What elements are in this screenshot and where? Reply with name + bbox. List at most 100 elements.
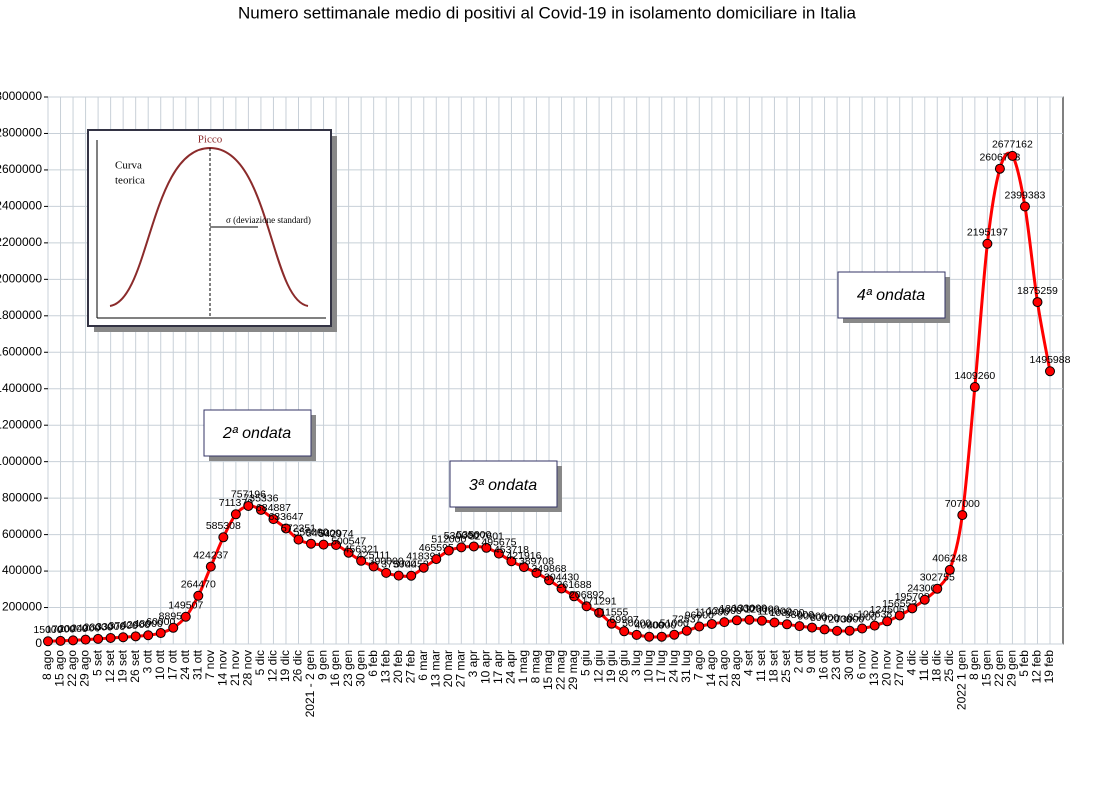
x-tick-label: 12 feb [1030,650,1044,684]
data-label: 90000 [797,610,826,622]
inset-curve-label: Curva [115,160,142,172]
x-tick-label: 30 ott [842,649,856,680]
x-tick-label: 23 ott [829,649,843,680]
point [1032,297,1043,308]
point [80,634,91,645]
x-tick-label: 13 feb [378,650,392,684]
point [518,562,529,573]
x-tick-label: 28 ago [729,650,743,687]
point [882,616,893,627]
x-tick-label: 20 nov [879,650,893,686]
data-label: 111555 [595,606,629,618]
x-tick-label: 6 mar [416,650,430,681]
data-label: 572351 [281,522,316,534]
point [832,625,843,636]
point [819,624,830,635]
point [168,622,179,633]
x-tick-label: 3 apr [466,650,480,677]
point [406,570,417,581]
data-label: 550000 [294,526,329,538]
point [280,523,291,534]
point [656,631,667,642]
point [481,542,492,553]
point [205,561,216,572]
data-label: 453718 [494,544,529,556]
data-label: 100638 [857,608,892,620]
x-tick-label: 21 nov [228,650,242,686]
x-tick-label: 24 ott [178,649,192,680]
data-label: 424237 [193,549,228,561]
data-label: 69907 [610,614,639,626]
point [794,621,805,632]
point [255,504,266,515]
data-label: 15000 [33,624,62,636]
x-tick-label: 27 nov [892,650,906,686]
data-label: 40000 [647,619,676,631]
y-tick-label: 2400000 [0,199,42,213]
data-label: 20000 [58,623,87,635]
y-tick-label: 2800000 [0,126,42,140]
point [93,633,104,644]
data-label: 585308 [206,520,241,532]
data-label: 171291 [582,596,617,608]
point [556,583,567,594]
data-label: 406248 [932,553,967,565]
data-label: 495675 [481,536,516,548]
data-label: 130000 [719,603,754,615]
point [456,542,467,553]
y-tick-label: 800000 [2,490,42,504]
point [180,611,191,622]
x-tick-label: 18 dic [929,650,943,682]
x-tick-label: 12 set [103,649,117,682]
point [418,562,429,573]
annotation: 2ª ondata [222,425,291,442]
x-tick-label: 24 lug [666,650,680,683]
x-tick-label: 9 ott [804,649,818,673]
y-tick-label: 400000 [2,563,42,577]
data-label: 51000 [660,617,689,629]
data-label: 349868 [531,563,566,575]
x-tick-label: 15 mag [541,650,555,690]
point [155,628,166,639]
point [143,630,154,641]
data-label: 24000 [71,622,100,634]
x-tick-label: 19 dic [278,650,292,682]
point [969,382,980,393]
data-label: 128000 [744,603,779,615]
data-label: 684887 [256,502,291,514]
x-tick-label: 2022 1 gen [954,650,968,710]
y-tick-label: 1800000 [0,308,42,322]
x-tick-label: 20 mar [441,650,455,687]
data-label: 264470 [181,579,216,591]
data-label: 1409260 [954,370,995,382]
point [919,594,930,605]
point [68,635,79,646]
x-tick-label: 5 set [90,649,104,676]
data-label: 390000 [369,556,404,568]
data-label: 149507 [168,600,203,612]
x-tick-label: 22 ago [65,650,79,687]
x-tick-label: 24 apr [504,650,518,684]
data-label: 72537 [672,614,701,626]
x-tick-label: 16 gen [328,650,342,687]
data-label: 85000 [848,611,877,623]
data-label: 1875259 [1017,285,1058,297]
x-tick-label: 25 set [779,649,793,682]
point [381,567,392,578]
x-tick-label: 13 nov [867,650,881,686]
x-tick-label: 15 ago [53,650,67,687]
x-tick-label: 10 ott [153,649,167,680]
annotation: 4ª ondata [857,287,925,304]
data-label: 535000 [456,529,491,541]
data-label: 28000 [83,622,112,634]
data-label: 542974 [319,528,354,540]
data-label: 96000 [685,609,714,621]
point [807,622,818,633]
point [306,538,317,549]
data-label: 261688 [557,579,592,591]
x-tick-label: 26 dic [291,650,305,682]
point [443,545,454,556]
point [869,620,880,631]
data-label: 72000 [822,614,851,626]
data-label: 118000 [757,605,791,617]
